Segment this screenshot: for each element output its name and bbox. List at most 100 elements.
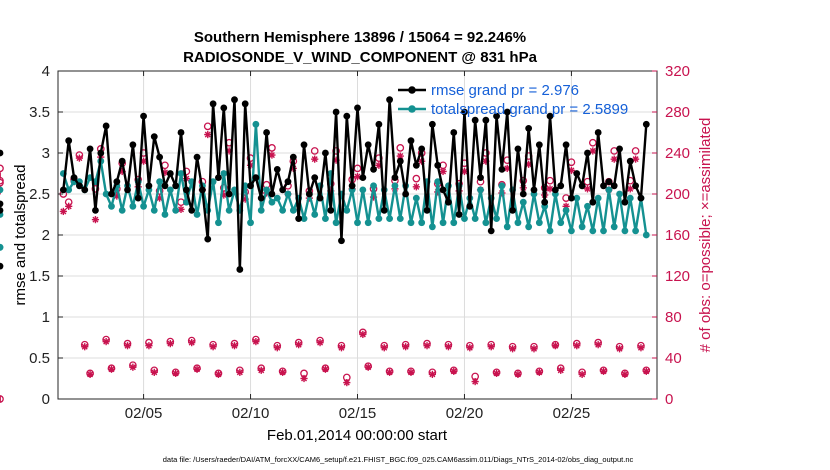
- rmse-point: [327, 207, 335, 214]
- totalspread-point: [584, 202, 591, 210]
- rmse-point: [396, 157, 404, 165]
- rmse-point: [450, 129, 458, 136]
- rmse-point: [220, 104, 228, 112]
- rmse-point: [621, 198, 629, 206]
- obs-possible-point: [0, 164, 4, 173]
- obs-possible-point: [396, 144, 405, 152]
- obs-assimilated-point: [236, 368, 244, 376]
- chart-subtitle: RADIOSONDE_V_WIND_COMPONENT @ 831 hPa: [183, 49, 538, 66]
- x-axis-label: Feb.01,2014 00:00:00 start: [267, 427, 448, 444]
- obs-assimilated-point: [139, 157, 148, 165]
- obs-assimilated-point: [407, 368, 415, 376]
- rmse-point: [86, 145, 94, 153]
- totalspread-point: [471, 215, 479, 223]
- obs-assimilated-point: [471, 377, 479, 386]
- rmse-point: [391, 174, 399, 182]
- obs-possible-point: [631, 147, 640, 155]
- rmse-point: [97, 149, 105, 157]
- rmse-point: [578, 182, 586, 190]
- rmse-point: [172, 182, 180, 190]
- rmse-point: [477, 174, 484, 182]
- obs-assimilated-point: [557, 366, 565, 374]
- y-tick-label: 1: [42, 309, 50, 326]
- rmse-series-line: [62, 98, 648, 271]
- rmse-point: [0, 200, 4, 208]
- obs-assimilated-point: [65, 202, 73, 210]
- obs-assimilated-point: [129, 363, 137, 371]
- y2-tick-label: 200: [665, 186, 690, 203]
- rmse-point: [204, 235, 212, 243]
- totalspread-point: [247, 219, 254, 227]
- obs-assimilated-point: [188, 339, 196, 347]
- rmse-point: [594, 129, 602, 136]
- rmse-point: [428, 120, 436, 128]
- obs-assimilated-point: [279, 368, 287, 376]
- rmse-point: [354, 104, 361, 112]
- rmse-point: [514, 145, 522, 153]
- rmse-point: [359, 174, 367, 182]
- obs-assimilated-point: [337, 344, 346, 352]
- rmse-point: [156, 153, 164, 161]
- totalspread-point: [364, 219, 372, 227]
- y2-axis-ticks: 0 40 80 120 160 200 240 280 320: [652, 63, 690, 408]
- rmse-point: [81, 186, 89, 194]
- rmse-point: [482, 116, 490, 124]
- totalspread-point: [439, 219, 447, 227]
- rmse-point: [503, 108, 511, 116]
- totalspread-point: [375, 215, 383, 223]
- obs-assimilated-point: [642, 367, 650, 375]
- y2-tick-label: 240: [665, 145, 690, 162]
- obs-assimilated-point: [91, 216, 100, 224]
- obs-assimilated-point: [364, 363, 372, 371]
- legend-rmse-marker: [408, 86, 416, 94]
- x-tick-label: 02/20: [446, 405, 484, 422]
- obs-assimilated-point: [193, 365, 201, 373]
- legend-rmse-label: rmse grand pr = 2.976: [431, 82, 579, 99]
- totalspread-point: [0, 186, 4, 194]
- obs-assimilated-point: [492, 369, 501, 377]
- obs-assimilated-point: [123, 342, 132, 350]
- totalspread-point: [150, 207, 158, 214]
- rmse-point: [231, 96, 238, 104]
- rmse-point: [295, 215, 303, 223]
- obs-assimilated-point: [343, 379, 351, 387]
- rmse-point: [466, 202, 474, 210]
- totalspread-point: [220, 170, 228, 177]
- totalspread-point: [610, 223, 618, 231]
- rmse-point: [487, 227, 495, 235]
- rmse-point: [199, 186, 206, 194]
- totalspread-point: [503, 223, 511, 231]
- obs-assimilated-point: [166, 340, 174, 348]
- obs-assimilated-point: [412, 183, 420, 191]
- obs-assimilated-point: [530, 345, 538, 353]
- totalspread-point: [412, 194, 420, 202]
- totalspread-point: [263, 186, 270, 194]
- totalspread-point: [156, 178, 164, 186]
- obs-possible-point: [588, 138, 597, 147]
- rmse-point: [161, 182, 169, 190]
- x-tick-label: 02/10: [232, 405, 270, 422]
- obs-assimilated-point: [214, 370, 223, 378]
- totalspread-point: [65, 186, 73, 194]
- rmse-point: [439, 186, 447, 194]
- x-tick-label: 02/05: [125, 405, 163, 422]
- totalspread-point: [626, 194, 634, 202]
- totalspread-point: [568, 227, 575, 235]
- legend-spread-marker: [408, 105, 416, 113]
- totalspread-point: [578, 223, 586, 231]
- obs-assimilated-point: [311, 155, 319, 163]
- totalspread-point: [172, 207, 180, 214]
- totalspread-point: [535, 219, 543, 227]
- rmse-point: [546, 112, 554, 120]
- obs-possible-point: [268, 144, 276, 152]
- rmse-point: [370, 166, 377, 173]
- totalspread-point: [621, 227, 629, 235]
- rmse-point: [338, 237, 345, 245]
- obs-assimilated-point: [621, 370, 629, 378]
- rmse-point: [268, 190, 276, 198]
- rmse-point: [386, 96, 393, 104]
- rmse-point: [380, 207, 388, 214]
- obs-assimilated-point: [599, 367, 608, 375]
- y-tick-label: 1.5: [29, 268, 50, 285]
